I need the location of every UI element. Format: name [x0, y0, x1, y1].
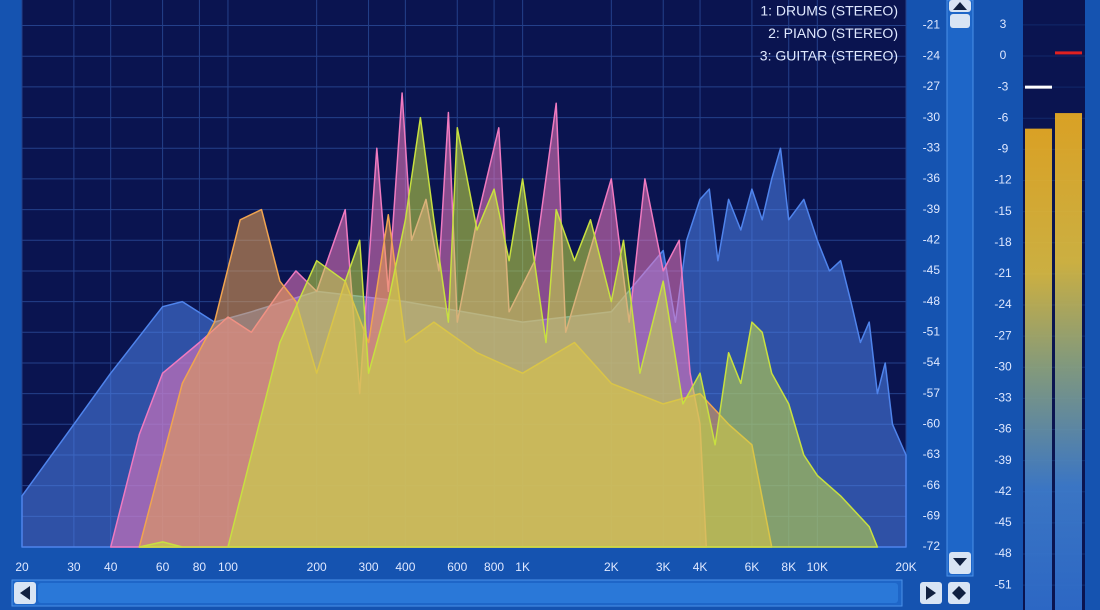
- x-tick-label: 20: [15, 560, 29, 574]
- y-tick-label: -30: [923, 110, 941, 124]
- y-tick-label: -66: [923, 478, 941, 492]
- arrow-up: [953, 2, 967, 10]
- meter-tick-label: 0: [1000, 48, 1007, 62]
- x-tick-label: 1K: [515, 560, 530, 574]
- y-tick-label: -57: [923, 386, 941, 400]
- y-tick-label: -45: [923, 263, 941, 277]
- meter-tick-label: -27: [994, 328, 1012, 342]
- x-tick-label: 30: [67, 560, 81, 574]
- y-tick-label: -24: [923, 48, 941, 62]
- x-tick-label: 100: [218, 560, 238, 574]
- legend-entry: 2: PIANO (STEREO): [768, 25, 898, 41]
- y-tick-label: -33: [923, 140, 941, 154]
- h-scroll-thumb[interactable]: [38, 583, 898, 603]
- x-tick-label: 3K: [656, 560, 671, 574]
- meter-tick-label: -45: [994, 515, 1012, 529]
- v-scrollbar[interactable]: [946, 0, 974, 577]
- meter-tick-label: -9: [998, 142, 1009, 156]
- y-tick-label: -36: [923, 171, 941, 185]
- y-tick-label: -54: [923, 355, 941, 369]
- x-tick-label: 80: [193, 560, 207, 574]
- meter-peak: [1055, 51, 1082, 55]
- meter: 3 0 -3 -6 -9 -12 -15 -18 -21 -24 -27 -30 -33 -36 -39 -4…: [994, 17, 1085, 610]
- x-tick-label: 40: [104, 560, 118, 574]
- v-scroll-thumb[interactable]: [950, 14, 970, 28]
- meter-tick-label: -15: [994, 204, 1012, 218]
- diamond: [952, 586, 966, 600]
- y-tick-label: -69: [923, 508, 941, 522]
- y-tick-label: -39: [923, 202, 941, 216]
- legend-entry: 3: GUITAR (STEREO): [760, 48, 898, 64]
- meter-tick-label: -48: [994, 546, 1012, 560]
- x-tick-label: 400: [395, 560, 415, 574]
- x-tick-label: 6K: [745, 560, 760, 574]
- x-tick-label: 20K: [895, 560, 916, 574]
- y-tick-label: -72: [923, 539, 941, 553]
- y-tick-label: -63: [923, 447, 941, 461]
- meter-tick-label: -42: [994, 484, 1012, 498]
- meter-tick-label: -12: [994, 173, 1012, 187]
- meter-tick-label: -39: [994, 453, 1012, 467]
- x-tick-label: 4K: [693, 560, 708, 574]
- y-tick-label: -21: [923, 18, 941, 32]
- x-tick-label: 8K: [781, 560, 796, 574]
- y-tick-label: -48: [923, 294, 941, 308]
- spectra: [21, 92, 907, 548]
- meter-bar: [1055, 113, 1082, 610]
- x-tick-label: 800: [484, 560, 504, 574]
- y-tick-label: -27: [923, 79, 941, 93]
- arrow-left: [20, 586, 30, 600]
- meter-tick-label: -21: [994, 266, 1012, 280]
- x-tick-label: 300: [359, 560, 379, 574]
- x-tick-label: 10K: [807, 560, 828, 574]
- meter-tick-label: -18: [994, 235, 1012, 249]
- x-tick-label: 2K: [604, 560, 619, 574]
- meter-bar: [1025, 128, 1052, 610]
- y-tick-label: -42: [923, 232, 941, 246]
- y-tick-label: -60: [923, 416, 941, 430]
- meter-tick-label: -30: [994, 359, 1012, 373]
- meter-peak: [1025, 85, 1052, 89]
- x-tick-label: 600: [447, 560, 467, 574]
- x-tick-label: 60: [156, 560, 170, 574]
- legend-entry: 1: DRUMS (STEREO): [760, 3, 898, 19]
- y-tick-label: -51: [923, 324, 941, 338]
- spectrum-area: [138, 116, 879, 548]
- arrow-down: [953, 558, 967, 566]
- arrow-right: [926, 586, 936, 600]
- meter-tick-label: -33: [994, 391, 1012, 405]
- meter-tick-label: -3: [998, 79, 1009, 93]
- meter-tick-label: -24: [994, 297, 1012, 311]
- meter-tick-label: 3: [1000, 17, 1007, 31]
- labels: 20 30 40 60 80 100 200 300 400 600 800 1K 2K 3K 4K 6K 8K…: [15, 3, 940, 574]
- meter-tick-label: -36: [994, 422, 1012, 436]
- x-tick-label: 200: [307, 560, 327, 574]
- meter-tick-label: -51: [994, 577, 1012, 591]
- meter-tick-label: -6: [998, 110, 1009, 124]
